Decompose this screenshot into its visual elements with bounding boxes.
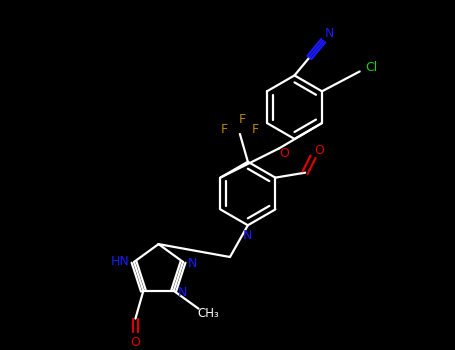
Text: HN: HN — [111, 256, 130, 268]
Text: F: F — [238, 113, 245, 126]
Text: N: N — [178, 286, 187, 299]
Text: O: O — [314, 144, 324, 158]
Text: Cl: Cl — [365, 61, 378, 74]
Text: O: O — [131, 336, 140, 349]
Text: F: F — [252, 124, 259, 136]
Text: N: N — [243, 229, 253, 242]
Text: O: O — [279, 147, 289, 160]
Text: CH₃: CH₃ — [197, 307, 219, 320]
Text: N: N — [187, 258, 197, 271]
Text: F: F — [221, 124, 228, 136]
Text: N: N — [324, 27, 334, 40]
